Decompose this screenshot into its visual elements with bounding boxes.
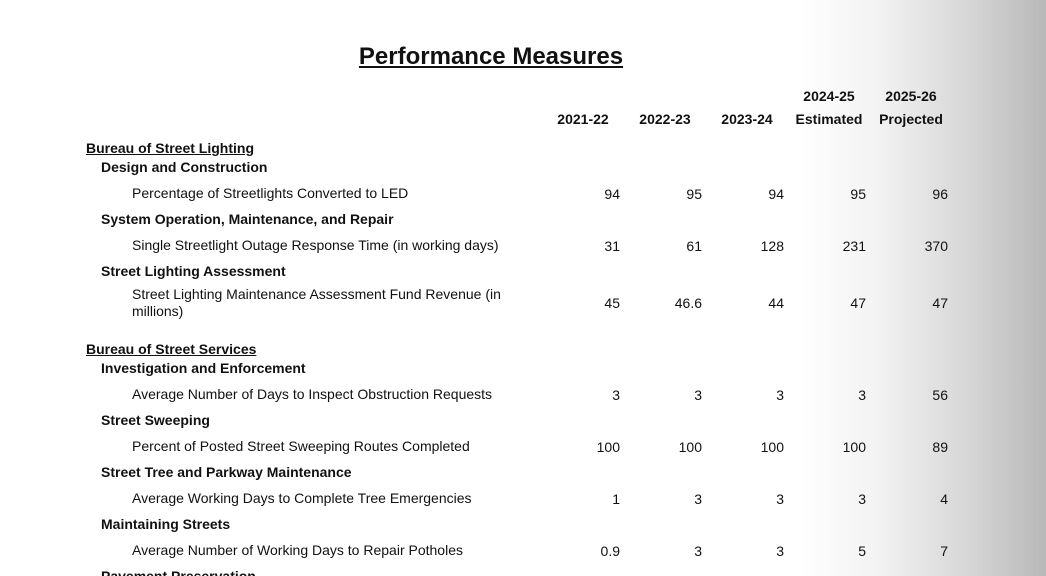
- measure-value: 3: [776, 490, 784, 507]
- measure-value: 5: [858, 542, 866, 559]
- measure-label: Percentage of Streetlights Converted to …: [132, 185, 409, 201]
- column-year: 2025-26: [885, 88, 937, 104]
- measure-value: 3: [776, 386, 784, 403]
- measure-label: Street Lighting Maintenance Assessment F…: [132, 286, 501, 319]
- measure-row: Average Working Days to Complete Tree Em…: [86, 484, 986, 513]
- measures-table: Bureau of Street Lighting Design and Cons…: [86, 140, 986, 576]
- measure-value: 56: [932, 386, 948, 403]
- measure-value: 3: [858, 490, 866, 507]
- group-title: System Operation, Maintenance, and Repai…: [101, 211, 394, 227]
- measure-value: 370: [924, 237, 948, 254]
- measure-value: 95: [686, 185, 702, 202]
- group-title: Investigation and Enforcement: [101, 360, 306, 376]
- group-title: Street Sweeping: [101, 412, 210, 428]
- measure-value: 100: [842, 438, 866, 455]
- measure-value: 47: [850, 295, 866, 311]
- section-title: Bureau of Street Services: [86, 341, 257, 357]
- measure-row: Percent of Posted Street Sweeping Routes…: [86, 432, 986, 461]
- measure-value: 94: [604, 185, 620, 202]
- measure-value: 3: [776, 542, 784, 559]
- page-title: Performance Measures: [358, 43, 624, 70]
- measure-value: 47: [932, 295, 948, 311]
- measure-value: 44: [768, 295, 784, 311]
- measure-value: 61: [686, 237, 702, 254]
- measure-value: 1: [612, 490, 620, 507]
- column-year: 2021-22: [557, 111, 609, 127]
- group-title: Street Lighting Assessment: [101, 263, 286, 279]
- measure-row: Average Number of Working Days to Repair…: [86, 536, 986, 565]
- measure-value: 45: [604, 295, 620, 311]
- column-year: 2023-24: [721, 111, 773, 127]
- measure-value: 31: [604, 237, 620, 254]
- measure-value: 3: [858, 386, 866, 403]
- measure-value: 94: [768, 185, 784, 202]
- measure-row: Percentage of Streetlights Converted to …: [86, 179, 986, 208]
- measure-label: Percent of Posted Street Sweeping Routes…: [132, 438, 470, 454]
- measure-label: Average Number of Days to Inspect Obstru…: [132, 386, 493, 402]
- group-title: Maintaining Streets: [101, 516, 231, 532]
- column-note: Estimated: [795, 111, 863, 127]
- group-title: Street Tree and Parkway Maintenance: [101, 464, 352, 480]
- column-year: 2022-23: [639, 111, 691, 127]
- measure-value: 3: [694, 490, 702, 507]
- measure-row: Average Number of Days to Inspect Obstru…: [86, 380, 986, 409]
- group-title: Design and Construction: [101, 159, 268, 175]
- measure-value: 100: [760, 438, 784, 455]
- column-note: Projected: [879, 111, 943, 127]
- measure-value: 128: [760, 237, 784, 254]
- measure-value: 3: [612, 386, 620, 403]
- measure-value: 96: [932, 185, 948, 202]
- measure-value: 100: [678, 438, 702, 455]
- measure-value: 95: [850, 185, 866, 202]
- measure-row: Street Lighting Maintenance Assessment F…: [86, 283, 986, 323]
- measure-value: 3: [694, 542, 702, 559]
- column-year: 2024-25: [803, 88, 855, 104]
- section-gap: [86, 323, 986, 341]
- measure-label: Average Working Days to Complete Tree Em…: [132, 490, 472, 506]
- measure-value: 3: [694, 386, 702, 403]
- measure-value: 7: [940, 542, 948, 559]
- measure-value: 231: [842, 237, 866, 254]
- measure-value: 46.6: [674, 295, 702, 311]
- measure-value: 0.9: [600, 542, 620, 559]
- measure-value: 4: [940, 490, 948, 507]
- section-title: Bureau of Street Lighting: [86, 140, 254, 156]
- measure-row: Single Streetlight Outage Response Time …: [86, 231, 986, 260]
- group-title: Pavement Preservation: [101, 568, 256, 576]
- measure-label: Single Streetlight Outage Response Time …: [132, 237, 499, 253]
- measure-label: Average Number of Working Days to Repair…: [132, 542, 463, 558]
- measure-value: 100: [596, 438, 620, 455]
- measure-value: 89: [932, 438, 948, 455]
